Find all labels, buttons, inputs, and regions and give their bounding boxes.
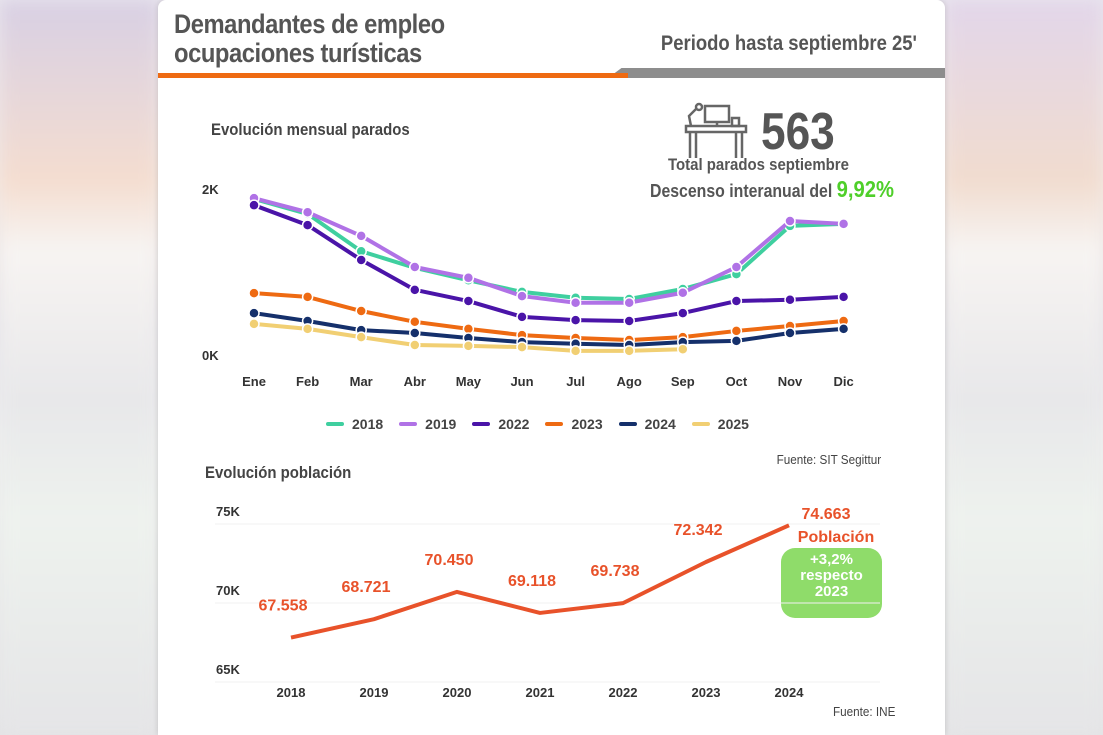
data-point-2022: [569, 314, 582, 326]
x-tick-label: Dic: [833, 374, 853, 389]
legend-swatch: [399, 422, 418, 426]
page-title: Demandantes de empleo ocupaciones turísti…: [174, 9, 445, 68]
blurred-background-right: [945, 0, 1103, 735]
legend-swatch: [326, 422, 344, 426]
y-tick-label: 0K: [202, 348, 219, 363]
data-point-2022: [784, 294, 796, 306]
data-point-2022: [623, 315, 635, 327]
series-line-2024: [253, 311, 844, 348]
legend-swatch: [618, 422, 637, 426]
series-line-2018: [253, 197, 844, 301]
data-point-2019: [409, 261, 421, 273]
data-point-2023: [301, 291, 314, 303]
x-tick-label: Abr: [404, 374, 426, 389]
x-tick-label: Oct: [726, 374, 748, 389]
series-line-2022: [253, 203, 844, 323]
data-point-2019: [301, 206, 314, 218]
data-point-2025: [248, 318, 260, 330]
data-point-2022: [462, 295, 475, 307]
x-tick-label: Mar: [350, 374, 373, 389]
data-point-2022: [409, 284, 421, 296]
data-point-2025: [355, 331, 367, 343]
data-point-2025: [301, 323, 314, 335]
legend-label: 2019: [425, 416, 457, 432]
total-unemployed-value: 563: [761, 103, 835, 161]
data-point-2019: [623, 296, 635, 309]
header-divider-orange: [158, 73, 628, 78]
data-point-2024: [730, 335, 743, 347]
x-tick-label: Nov: [778, 374, 803, 389]
legend-item-2022: 2022: [472, 416, 529, 432]
legend-label: 2023: [571, 416, 603, 432]
x-tick-label: Feb: [296, 374, 319, 389]
legend-label: 2018: [352, 416, 384, 432]
legend-item-2024: 2024: [618, 416, 676, 432]
data-point-2022: [677, 307, 689, 319]
monthly-source: Fuente: SIT Segittur: [776, 452, 881, 467]
total-unemployed-label: Total parados septiembre: [668, 155, 849, 174]
data-point-2023: [409, 316, 421, 328]
population-source: Fuente: INE: [832, 704, 895, 719]
data-point-2019: [516, 290, 528, 302]
y-tick-label: 2K: [202, 182, 219, 197]
population-chart-title: Evolución población: [205, 463, 352, 482]
x-tick-label: Jun: [510, 374, 533, 389]
legend-swatch: [691, 422, 710, 426]
legend-label: 2022: [498, 416, 530, 432]
data-point-2022: [355, 254, 367, 266]
data-point-2024: [784, 327, 796, 339]
data-point-2025: [516, 341, 528, 353]
data-point-2022: [730, 295, 743, 307]
data-point-2024: [409, 327, 421, 339]
header-divider-gray: [608, 68, 945, 78]
data-point-2022: [516, 311, 528, 323]
yoy-decline: Descenso interanual del 9,92%: [650, 176, 895, 202]
data-point-2025: [623, 345, 635, 357]
legend-item-2023: 2023: [545, 416, 603, 432]
x-tick-label: May: [456, 374, 482, 389]
data-point-2025: [569, 345, 582, 357]
data-point-2019: [837, 218, 850, 230]
data-point-2022: [301, 219, 314, 231]
x-tick-label: Jul: [566, 374, 585, 389]
data-point-2022: [837, 291, 850, 303]
period-label: Periodo hasta septiembre 25': [660, 32, 917, 55]
data-point-2019: [784, 215, 796, 227]
data-point-2019: [355, 230, 367, 242]
data-point-2019: [730, 261, 743, 273]
monthly-legend: 2018 2019 2022 2023 2024 2025: [326, 416, 749, 432]
x-tick-label: Ene: [242, 374, 266, 389]
data-point-2024: [837, 323, 850, 335]
data-point-2023: [355, 305, 367, 317]
legend-swatch: [545, 422, 564, 426]
data-point-2019: [677, 287, 689, 299]
growth-badge: +3,2% respecto 2023: [781, 548, 882, 618]
legend-item-2019: 2019: [399, 416, 456, 432]
desk-computer-icon: [684, 102, 748, 158]
legend-item-2018: 2018: [326, 416, 383, 432]
x-tick-label: Ago: [617, 374, 642, 389]
yoy-decline-value: 9,92%: [836, 176, 895, 202]
data-point-2023: [248, 287, 260, 299]
data-point-2025: [409, 339, 421, 351]
x-tick-label: Sep: [671, 374, 695, 389]
data-point-2024: [248, 307, 260, 319]
monthly-chart-title: Evolución mensual parados: [211, 120, 410, 139]
series-line-2019: [253, 196, 844, 305]
legend-label: 2025: [717, 416, 749, 432]
data-point-2025: [677, 343, 689, 355]
blurred-background-left: [0, 0, 158, 735]
legend-label: 2024: [644, 416, 676, 432]
data-point-2023: [730, 325, 743, 337]
data-point-2025: [462, 340, 475, 352]
data-point-2022: [248, 199, 260, 211]
series-line-2023: [253, 291, 844, 343]
data-point-2019: [569, 296, 582, 309]
legend-item-2025: 2025: [691, 416, 749, 432]
data-point-2019: [462, 272, 475, 284]
legend-swatch: [472, 422, 491, 426]
